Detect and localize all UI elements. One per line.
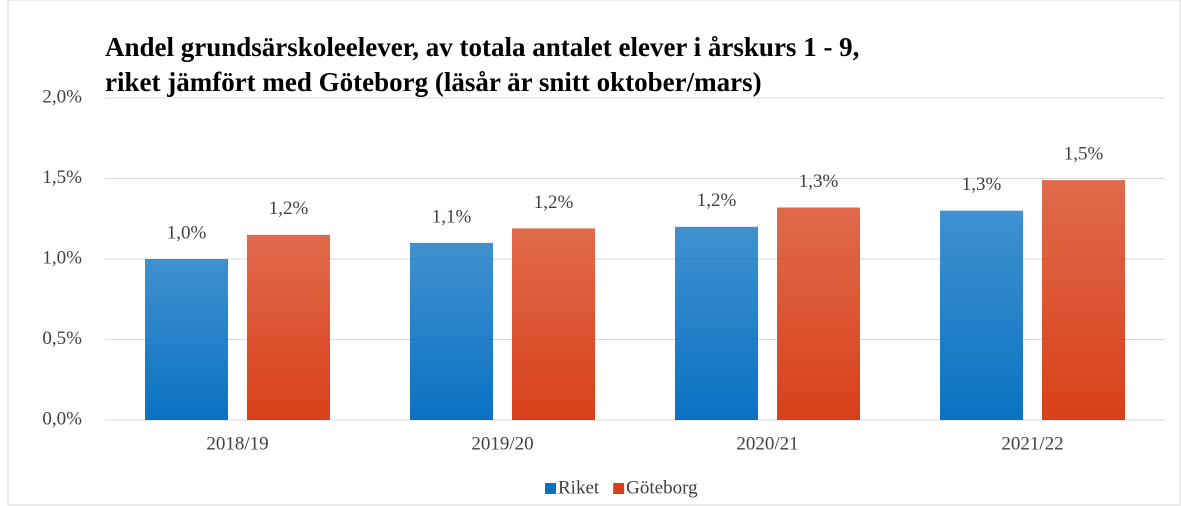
y-tick-label: 1,5% <box>42 167 82 188</box>
value-label: 1,5% <box>1064 143 1104 164</box>
value-label: 1,3% <box>799 171 839 192</box>
bar <box>1042 180 1125 420</box>
y-tick-label: 0,5% <box>42 328 82 349</box>
bar <box>675 226 758 420</box>
bar <box>940 210 1023 420</box>
value-label: 1,2% <box>269 198 309 219</box>
legend-label: Riket <box>558 477 600 498</box>
x-tick-label: 2019/20 <box>471 433 533 454</box>
x-tick-label: 2020/21 <box>736 433 798 454</box>
value-label: 1,1% <box>432 206 472 227</box>
legend-label: Göteborg <box>626 477 698 498</box>
bar <box>410 242 493 420</box>
value-label: 1,3% <box>962 174 1002 195</box>
bar <box>145 259 228 420</box>
value-label: 1,0% <box>167 222 207 243</box>
x-tick-label: 2018/19 <box>206 433 268 454</box>
value-label: 1,2% <box>534 192 574 213</box>
bar <box>777 207 860 420</box>
y-tick-label: 2,0% <box>42 86 82 107</box>
y-tick-label: 0,0% <box>42 408 82 429</box>
bar <box>512 228 595 420</box>
chart-border <box>7 0 1181 506</box>
value-label: 1,2% <box>697 190 737 211</box>
bar <box>247 234 330 420</box>
x-tick-label: 2021/22 <box>1001 433 1063 454</box>
chart-title: Andel grundsärskoleelever, av totala ant… <box>105 32 859 62</box>
legend-swatch <box>545 483 556 494</box>
y-tick-label: 1,0% <box>42 247 82 268</box>
chart-title: riket jämfört med Göteborg (läsår är sni… <box>105 67 762 97</box>
legend-swatch <box>613 483 625 494</box>
